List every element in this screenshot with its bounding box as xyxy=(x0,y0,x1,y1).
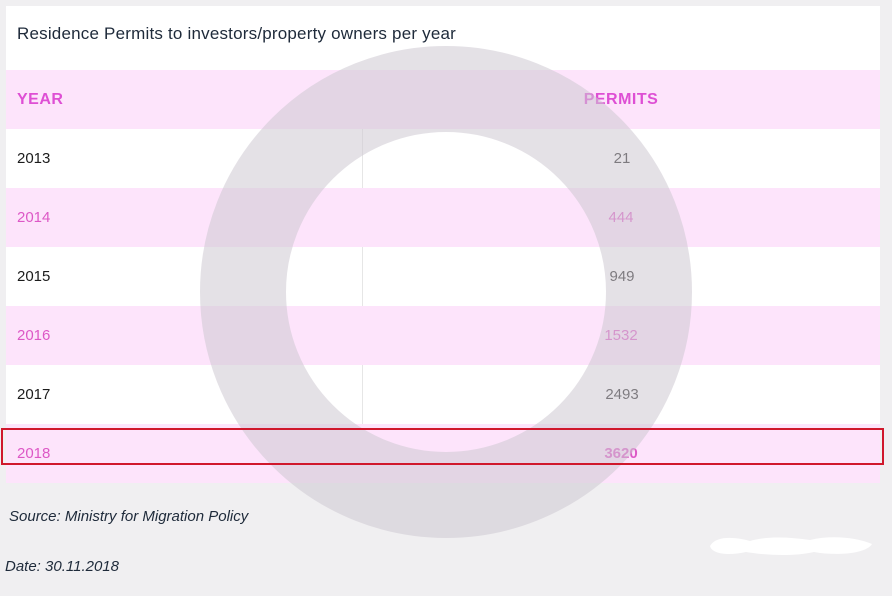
source-note: Source: Ministry for Migration Policy xyxy=(9,508,249,525)
table-row: 2014 444 xyxy=(6,188,880,247)
year-cell: 2014 xyxy=(17,209,51,226)
permits-cell: 21 xyxy=(362,129,881,188)
table-row: 2013 21 xyxy=(6,129,880,188)
blurred-watermark-mark xyxy=(710,537,872,556)
table-header-row: YEAR PERMITS xyxy=(6,70,880,129)
table-row-highlighted: 2018 3620 xyxy=(6,424,880,483)
year-cell: 2016 xyxy=(17,327,51,344)
header-year: YEAR xyxy=(17,91,64,108)
table-row: 2015 949 xyxy=(6,247,880,306)
permits-cell: 3620 xyxy=(604,445,638,462)
table-card: Residence Permits to investors/property … xyxy=(6,6,880,483)
year-cell: 2018 xyxy=(17,445,51,462)
permits-cell: 2493 xyxy=(362,365,881,424)
date-note: Date: 30.11.2018 xyxy=(5,558,119,575)
year-cell: 2017 xyxy=(17,386,51,403)
table-row: 2017 2493 xyxy=(6,365,880,424)
year-cell: 2015 xyxy=(17,268,51,285)
header-permits: PERMITS xyxy=(583,91,659,108)
permits-table: YEAR PERMITS 2013 21 2014 444 2015 949 2… xyxy=(6,70,880,483)
table-title: Residence Permits to investors/property … xyxy=(17,24,457,43)
table-row: 2016 1532 xyxy=(6,306,880,365)
permits-cell: 949 xyxy=(362,247,881,306)
permits-cell: 444 xyxy=(608,209,634,226)
permits-cell: 1532 xyxy=(604,327,638,344)
year-cell: 2013 xyxy=(17,150,51,167)
